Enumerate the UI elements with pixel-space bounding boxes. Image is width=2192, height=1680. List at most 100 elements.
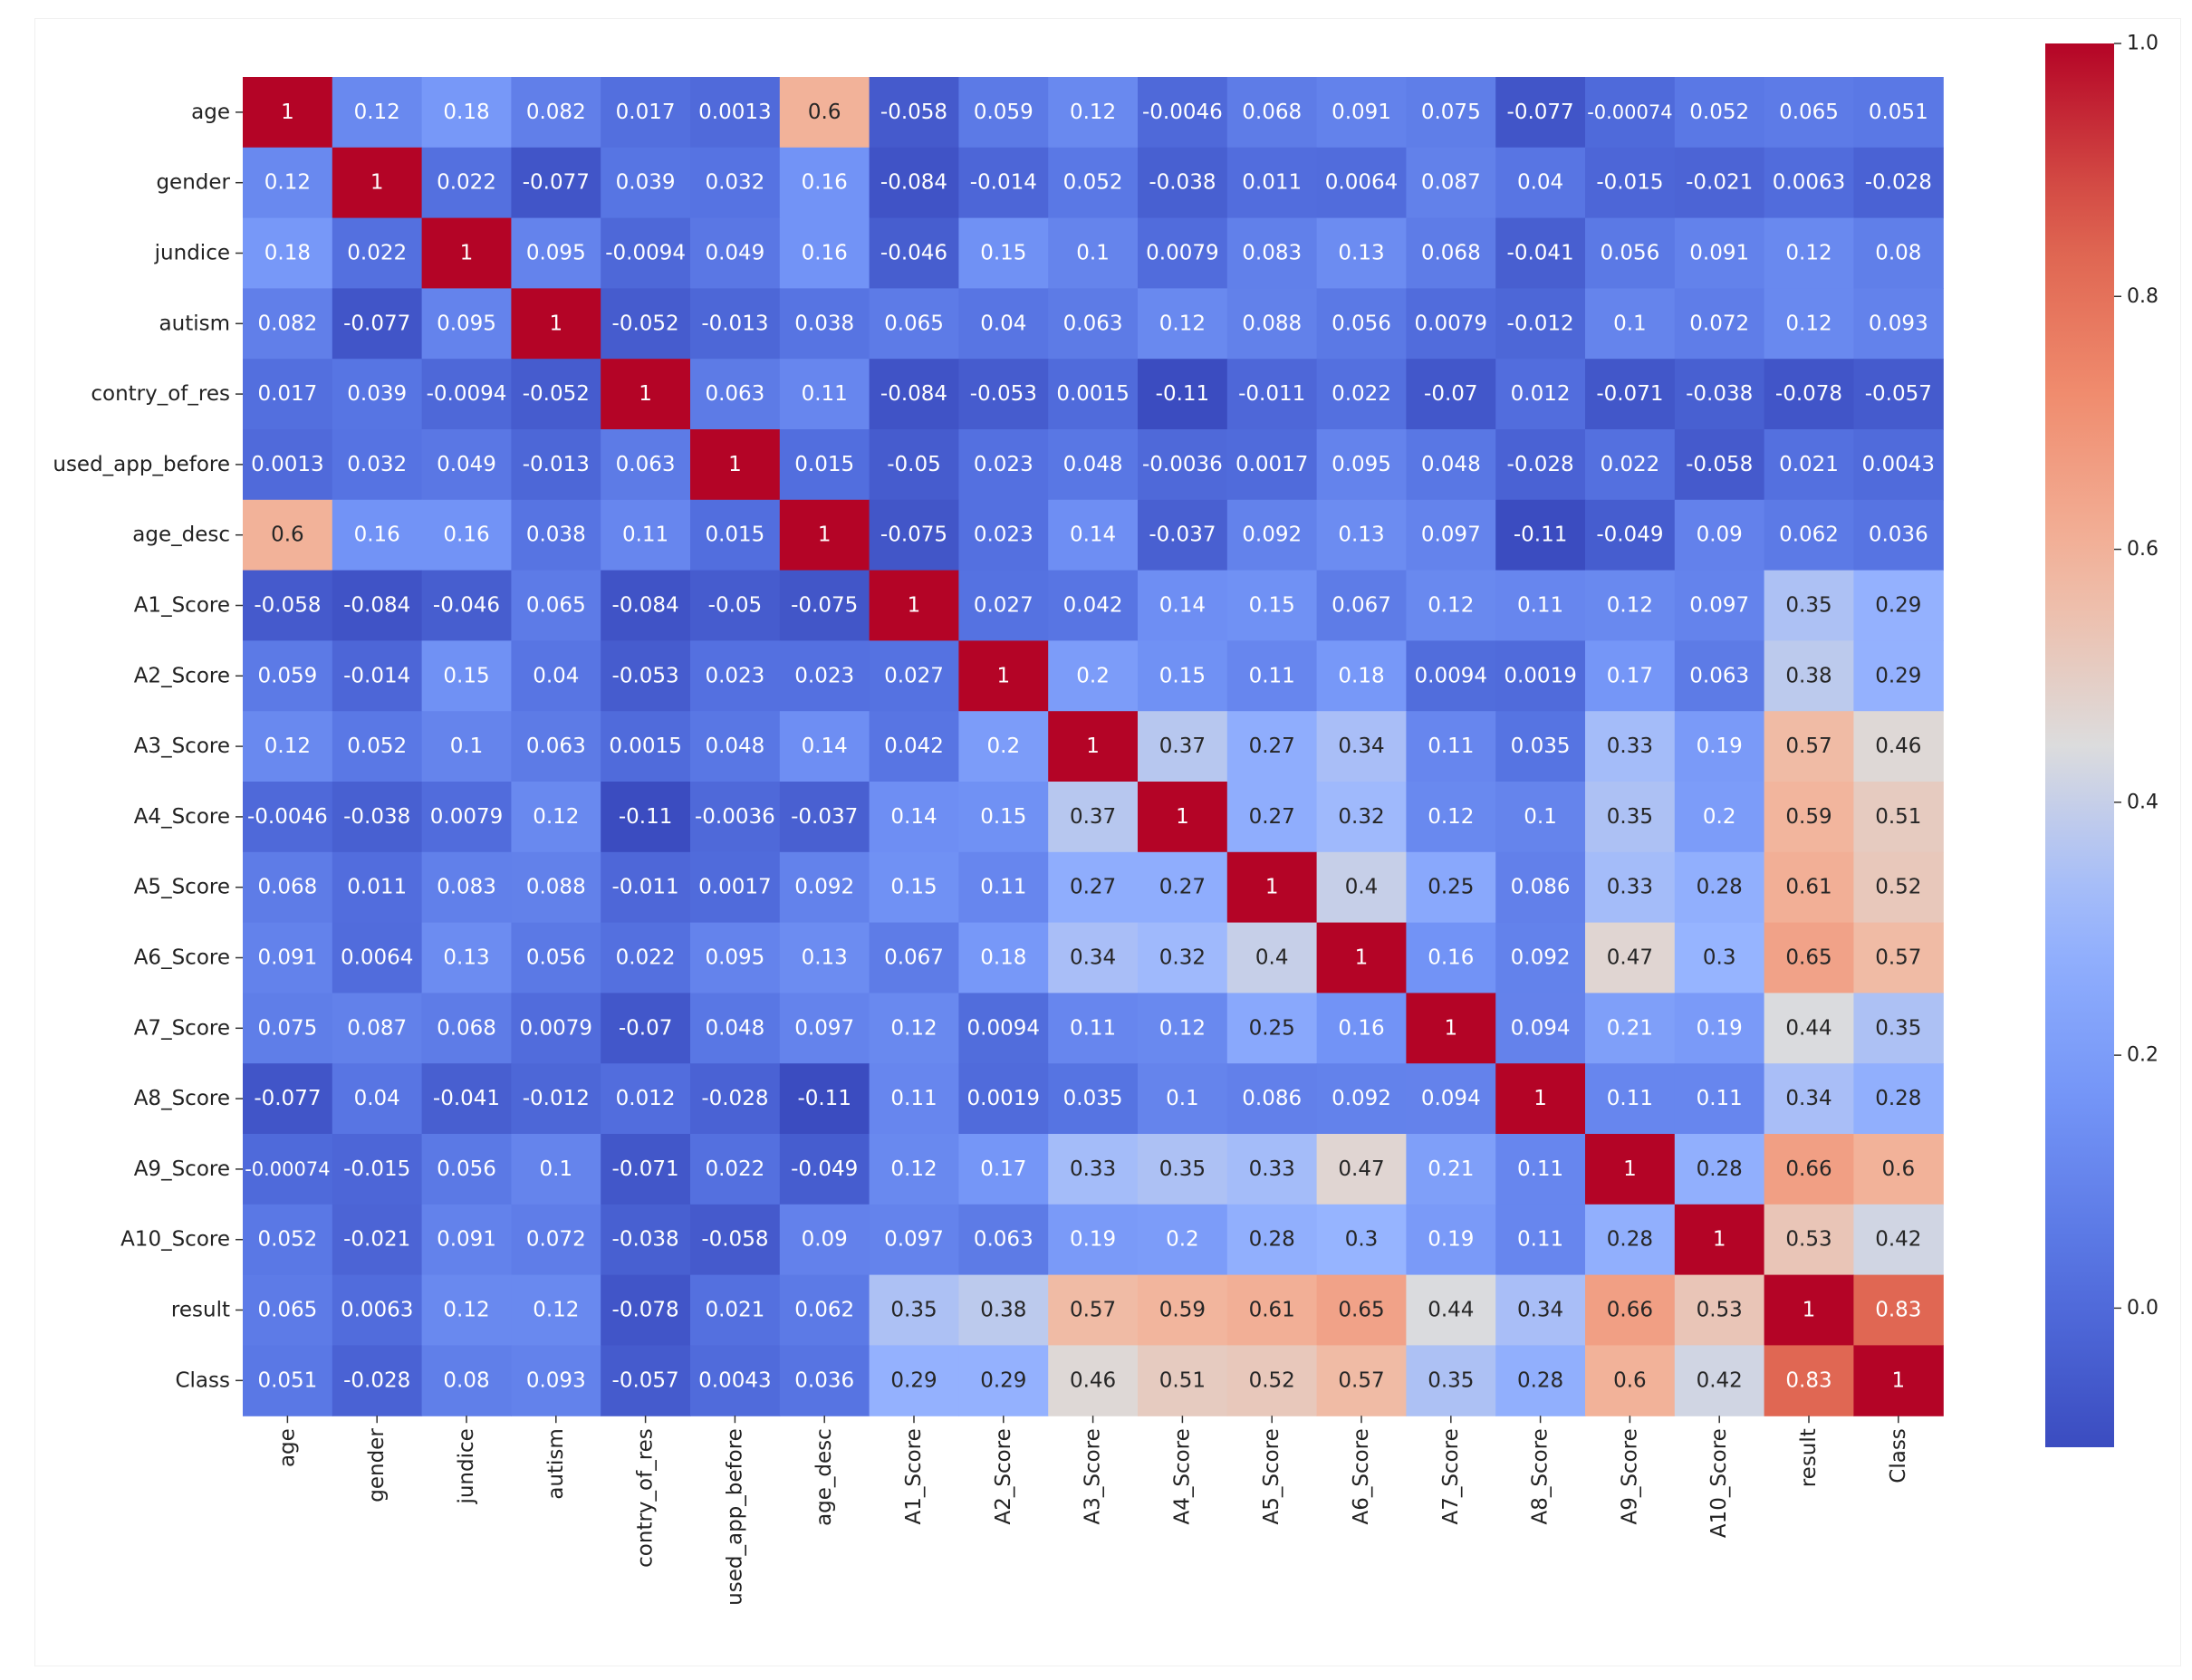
heatmap-cell [1316,570,1407,641]
heatmap-cell [1316,1345,1407,1416]
cell-value-label: 0.095 [437,312,496,335]
cell-value-label: -0.11 [619,805,673,829]
heatmap-cell [1048,147,1139,219]
heatmap-cell [1853,711,1944,782]
cell-value-label: 0.049 [705,242,764,265]
cell-value-label: 0.83 [1875,1299,1921,1322]
cell-value-label: 0.21 [1607,1016,1653,1040]
cell-value-label: 0.062 [1779,523,1839,547]
heatmap-cell [779,359,870,430]
heatmap-cell [690,782,781,853]
heatmap-cell [1585,1063,1676,1135]
heatmap-cell [1138,217,1228,289]
cell-value-label: 0.21 [1428,1157,1474,1181]
colorbar-tick-label: 0.0 [2127,1297,2158,1320]
x-axis-tick-labels: age gender jundice autism contry_of_res used_… [275,1416,1910,1606]
cell-value-label: 0.015 [794,453,854,476]
cell-value-label: 0.29 [890,1368,937,1392]
cell-value-label: 0.14 [1159,594,1206,618]
heatmap-cell [1674,993,1765,1064]
heatmap-cell [869,993,959,1064]
cell-value-label: 0.12 [264,734,311,758]
heatmap-cell [779,570,870,641]
cell-value-label: 0.16 [443,523,489,547]
cell-value-label: 0.022 [347,242,407,265]
heatmap-cell [958,782,1049,853]
cell-value-label: 0.51 [1875,805,1921,829]
heatmap-cell [1226,993,1318,1064]
cell-value-label: 0.017 [616,101,676,124]
cell-value-label: 0.11 [1517,1228,1563,1252]
heatmap-cell [511,1345,601,1416]
cell-value-label: 0.067 [1332,594,1391,618]
heatmap-cell [1495,359,1586,430]
heatmap-cell [332,1274,423,1346]
heatmap-cell [421,1345,512,1416]
cell-value-label: 0.14 [1070,523,1116,547]
y-tick-label: A4_Score [134,805,230,829]
heatmap-cell [690,640,781,712]
cell-value-label: -0.00074 [245,1158,330,1180]
heatmap-cell [1406,429,1496,501]
heatmap-cell [869,851,959,924]
heatmap-cell [869,429,959,501]
heatmap-cell [1316,851,1407,924]
x-tick-label: autism [544,1428,568,1499]
cell-value-label: 0.04 [1517,171,1563,195]
cell-value-label: -0.075 [880,523,947,547]
heatmap-cell [332,1134,423,1205]
colorbar-tick-label: 1.0 [2127,33,2158,55]
heatmap-cell [332,1063,423,1135]
heatmap-cell [243,288,333,360]
cell-value-label: -0.015 [1596,171,1663,195]
heatmap-cell [243,499,333,571]
heatmap-cell [690,570,781,641]
x-tick-label: A4_Score [1170,1428,1194,1524]
heatmap-cell [601,993,691,1064]
heatmap-cell [1585,782,1676,853]
heatmap-cell [1585,1345,1676,1416]
cell-value-label: 0.012 [1511,382,1571,406]
cell-value-label: 0.0079 [1415,312,1487,335]
cell-value-label: 0.12 [443,1299,489,1322]
x-tick-label: A2_Score [992,1428,1015,1524]
cell-value-label: -0.049 [1596,523,1663,547]
cell-value-label: 0.027 [884,664,944,687]
heatmap-cell [1406,77,1496,149]
cell-value-label: 0.34 [1517,1299,1563,1322]
cell-value-label: 0.6 [1613,1368,1647,1392]
heatmap-cell [1853,640,1944,712]
cell-value-label: 1 [1713,1228,1726,1252]
heatmap-cell [1495,711,1586,782]
heatmap-cell [779,1345,870,1416]
cell-value-label: 1 [728,453,742,476]
heatmap-cell [1764,499,1854,571]
heatmap-cell [1495,77,1586,149]
cell-value-label: 1 [996,664,1010,687]
heatmap-cell [1138,851,1228,924]
cell-value-label: 0.61 [1249,1299,1295,1322]
cell-value-label: 0.083 [1242,242,1302,265]
heatmap-cell [243,922,333,994]
cell-value-label: 0.65 [1338,1299,1384,1322]
y-tick-label: contry_of_res [91,382,230,406]
heatmap-cell [243,217,333,289]
cell-value-label: 0.056 [1600,242,1659,265]
heatmap-cell [1585,147,1676,219]
cell-value-label: 0.063 [705,382,764,406]
x-tick-label: A5_Score [1260,1428,1283,1524]
heatmap-cell [1226,288,1318,360]
heatmap-cell [601,288,691,360]
heatmap-cell [779,711,870,782]
cell-value-label: -0.038 [343,805,410,829]
x-tick-label: Class [1887,1428,1910,1483]
heatmap-cell [1674,147,1765,219]
x-tick-label: used_app_before [723,1428,746,1606]
heatmap-cell [869,711,959,782]
heatmap-cell [779,1134,870,1205]
cell-value-label: -0.037 [791,805,858,829]
cell-value-label: 0.059 [974,101,1034,124]
heatmap-cell [421,1134,512,1205]
cell-value-label: 0.12 [1428,805,1474,829]
cell-value-label: 1 [639,382,652,406]
